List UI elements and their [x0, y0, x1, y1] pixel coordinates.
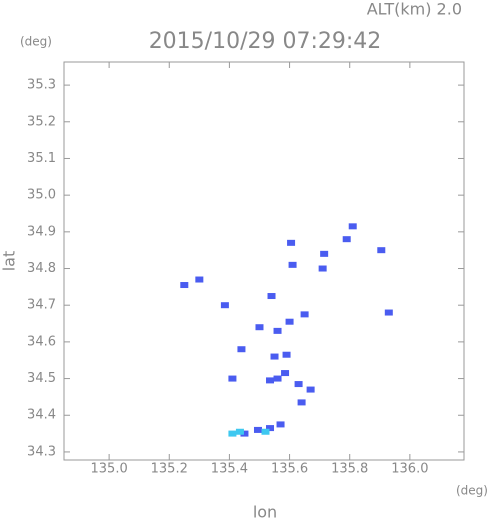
echo: [267, 293, 276, 300]
echo: [342, 236, 351, 243]
y-tick-label: 34.7: [27, 298, 56, 313]
echo: [320, 250, 329, 257]
echo: [384, 309, 393, 316]
echo: [318, 265, 327, 272]
x-tick-label: 135.4: [211, 462, 248, 477]
y-tick-label: 34.8: [27, 261, 56, 276]
y-tick-label: 35.1: [27, 151, 56, 166]
y-tick-label: 34.5: [27, 371, 56, 386]
echo: [285, 318, 294, 325]
echo: [261, 428, 270, 435]
echo: [282, 351, 291, 358]
x-axis-label: lon: [253, 503, 277, 521]
altitude: ALT(km) 2.0: [367, 0, 462, 19]
echo: [294, 381, 303, 388]
x-tick-label: 135.8: [331, 462, 368, 477]
x-tick-label: 135.0: [91, 462, 128, 477]
echo: [281, 370, 290, 377]
echo: [273, 327, 282, 334]
echo: [266, 377, 275, 384]
x-tick-label: 136.0: [391, 462, 428, 477]
y-tick-label: 34.3: [27, 444, 56, 459]
echo: [253, 426, 262, 433]
y-tick-label: 35.2: [27, 114, 56, 129]
echo: [240, 430, 249, 437]
y-tick-label: 35.0: [27, 188, 56, 203]
echo: [220, 302, 229, 309]
echo: [276, 421, 285, 428]
echo: [377, 247, 386, 254]
echo: [348, 223, 357, 230]
echo: [266, 425, 275, 432]
echo: [297, 399, 306, 406]
y-axis-label: lat: [0, 251, 19, 272]
echo: [255, 324, 264, 331]
echo: [228, 375, 237, 382]
echo: [300, 311, 309, 318]
echo: [180, 282, 189, 289]
echo: [270, 353, 279, 360]
echo: [306, 386, 315, 393]
x-tick-label: 135.2: [151, 462, 188, 477]
echo: [195, 276, 204, 283]
y-tick-label: 34.6: [27, 334, 56, 349]
y-tick-label: 34.9: [27, 224, 56, 239]
chart-title: 2015/10/29 07:29:42: [149, 29, 382, 54]
x-tick-label: 135.6: [271, 462, 308, 477]
echo: [228, 430, 237, 437]
y-tick-label: 34.4: [27, 408, 56, 423]
echo: [288, 261, 297, 268]
y-unit: (deg): [20, 35, 52, 49]
echo: [235, 428, 244, 435]
echo: [287, 239, 296, 246]
x-unit: (deg): [456, 484, 488, 498]
echo: [237, 346, 246, 353]
plot-frame: [63, 61, 465, 461]
y-tick-label: 35.3: [27, 78, 56, 93]
echo: [273, 375, 282, 382]
